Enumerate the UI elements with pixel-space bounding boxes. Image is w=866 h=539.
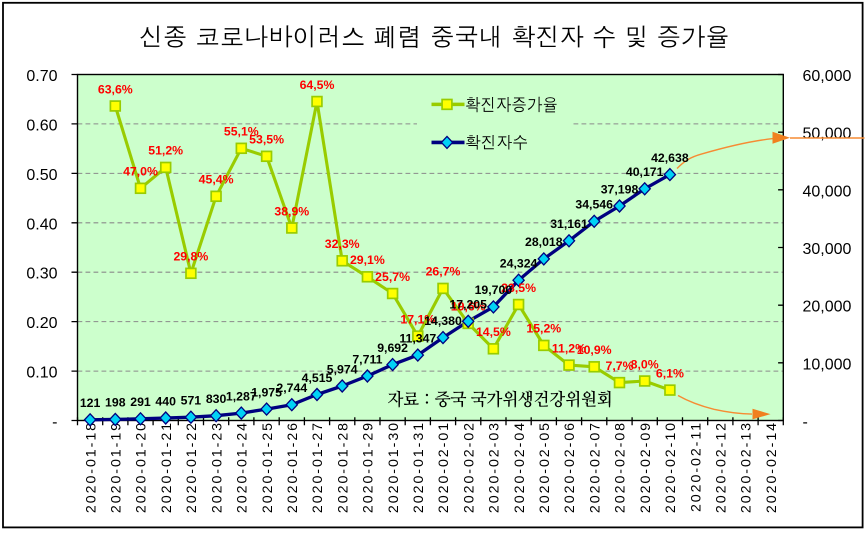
svg-text:17,205: 17,205 (449, 298, 487, 312)
svg-text:6,1%: 6,1% (656, 366, 684, 380)
svg-text:7,7%: 7,7% (605, 359, 633, 373)
svg-text:24,324: 24,324 (500, 257, 538, 271)
svg-text:42,638: 42,638 (651, 151, 689, 165)
svg-text:2020-02-09: 2020-02-09 (638, 421, 654, 513)
svg-text:2020-02-08: 2020-02-08 (613, 421, 629, 513)
svg-text:28,018: 28,018 (525, 235, 563, 249)
svg-text:0.50: 0.50 (26, 167, 57, 184)
svg-text:19,700: 19,700 (475, 283, 513, 297)
svg-text:45,4%: 45,4% (199, 173, 234, 187)
svg-text:32,3%: 32,3% (325, 237, 360, 251)
svg-text:40,000: 40,000 (803, 183, 852, 200)
svg-text:9,692: 9,692 (377, 341, 408, 355)
svg-text:830: 830 (206, 392, 227, 406)
svg-text:60,000: 60,000 (803, 68, 852, 85)
svg-text:30,000: 30,000 (803, 241, 852, 258)
svg-text:2020-01-22: 2020-01-22 (184, 421, 200, 513)
svg-text:40,171: 40,171 (626, 165, 664, 179)
svg-text:2020-02-07: 2020-02-07 (587, 421, 603, 513)
svg-text:29,1%: 29,1% (350, 253, 385, 267)
svg-text:2020-01-26: 2020-01-26 (285, 421, 301, 513)
svg-text:2020-01-25: 2020-01-25 (260, 421, 276, 513)
svg-text:440: 440 (155, 394, 176, 408)
svg-text:63,6%: 63,6% (98, 82, 133, 96)
svg-text:34,546: 34,546 (575, 198, 613, 212)
svg-text:2020-01-24: 2020-01-24 (235, 421, 251, 513)
svg-text:11,2%: 11,2% (552, 341, 586, 355)
svg-text:17,1%: 17,1% (400, 312, 435, 326)
svg-text:0.30: 0.30 (26, 266, 57, 283)
svg-text:2020-02-12: 2020-02-12 (714, 421, 730, 513)
svg-text:2020-02-11: 2020-02-11 (688, 421, 704, 512)
svg-text:15,2%: 15,2% (526, 322, 561, 336)
svg-text:2020-01-30: 2020-01-30 (386, 421, 402, 513)
svg-text:29,8%: 29,8% (173, 250, 208, 264)
svg-text:47,0%: 47,0% (123, 165, 158, 179)
svg-text:2020-01-18: 2020-01-18 (83, 421, 99, 513)
svg-text:2020-01-29: 2020-01-29 (361, 421, 377, 513)
svg-text:2020-02-06: 2020-02-06 (562, 421, 578, 513)
svg-text:25,7%: 25,7% (375, 270, 410, 284)
svg-text:2020-02-10: 2020-02-10 (663, 421, 679, 513)
svg-text:2020-02-01: 2020-02-01 (436, 421, 452, 513)
svg-text:26,7%: 26,7% (426, 265, 461, 279)
svg-text:1,287: 1,287 (226, 389, 257, 403)
svg-text:0.70: 0.70 (26, 68, 57, 85)
svg-text:38,9%: 38,9% (274, 204, 309, 218)
svg-text:2020-02-03: 2020-02-03 (487, 421, 503, 513)
svg-text:2020-01-28: 2020-01-28 (335, 421, 351, 513)
svg-text:2020-02-13: 2020-02-13 (739, 421, 755, 513)
svg-text:31,161: 31,161 (550, 217, 588, 231)
svg-text:50,000: 50,000 (803, 126, 852, 143)
svg-text:19,6%: 19,6% (451, 300, 486, 314)
svg-text:14,5%: 14,5% (476, 325, 511, 339)
svg-text:2020-02-04: 2020-02-04 (512, 421, 528, 513)
svg-text:2020-02-02: 2020-02-02 (461, 421, 477, 513)
svg-text:2020-01-20: 2020-01-20 (134, 421, 150, 513)
svg-text:0.60: 0.60 (26, 117, 57, 134)
svg-text:1,975: 1,975 (251, 385, 282, 399)
svg-text:55,1%: 55,1% (224, 125, 259, 139)
svg-text:-: - (803, 414, 808, 431)
svg-text:-: - (52, 414, 57, 431)
svg-text:8,0%: 8,0% (631, 357, 659, 371)
svg-text:4,515: 4,515 (302, 371, 333, 385)
svg-text:37,198: 37,198 (601, 182, 639, 196)
svg-text:571: 571 (181, 394, 202, 408)
svg-text:20,000: 20,000 (803, 299, 852, 316)
svg-text:5,974: 5,974 (327, 362, 358, 376)
svg-text:64,5%: 64,5% (300, 78, 335, 92)
svg-text:0.10: 0.10 (26, 365, 57, 382)
svg-text:198: 198 (105, 396, 126, 410)
svg-text:51,2%: 51,2% (148, 144, 183, 158)
svg-text:10,9%: 10,9% (577, 343, 612, 357)
svg-text:23,5%: 23,5% (501, 281, 536, 295)
svg-text:53,5%: 53,5% (249, 133, 284, 147)
svg-text:2020-01-27: 2020-01-27 (310, 421, 326, 513)
svg-text:0.20: 0.20 (26, 315, 57, 332)
svg-text:291: 291 (130, 395, 151, 409)
svg-text:121: 121 (80, 396, 101, 410)
svg-text:2,744: 2,744 (276, 381, 307, 395)
svg-text:7,711: 7,711 (352, 352, 382, 366)
svg-text:2020-02-14: 2020-02-14 (764, 421, 780, 513)
svg-text:2020-01-19: 2020-01-19 (109, 421, 125, 513)
svg-text:11,347: 11,347 (399, 331, 436, 345)
svg-text:0.40: 0.40 (26, 216, 57, 233)
svg-text:14,380: 14,380 (424, 314, 462, 328)
svg-text:2020-01-23: 2020-01-23 (209, 421, 225, 513)
svg-text:2020-02-05: 2020-02-05 (537, 421, 553, 513)
svg-text:2020-01-31: 2020-01-31 (411, 421, 427, 513)
svg-text:2020-01-21: 2020-01-21 (159, 421, 175, 513)
svg-text:10,000: 10,000 (803, 356, 852, 373)
